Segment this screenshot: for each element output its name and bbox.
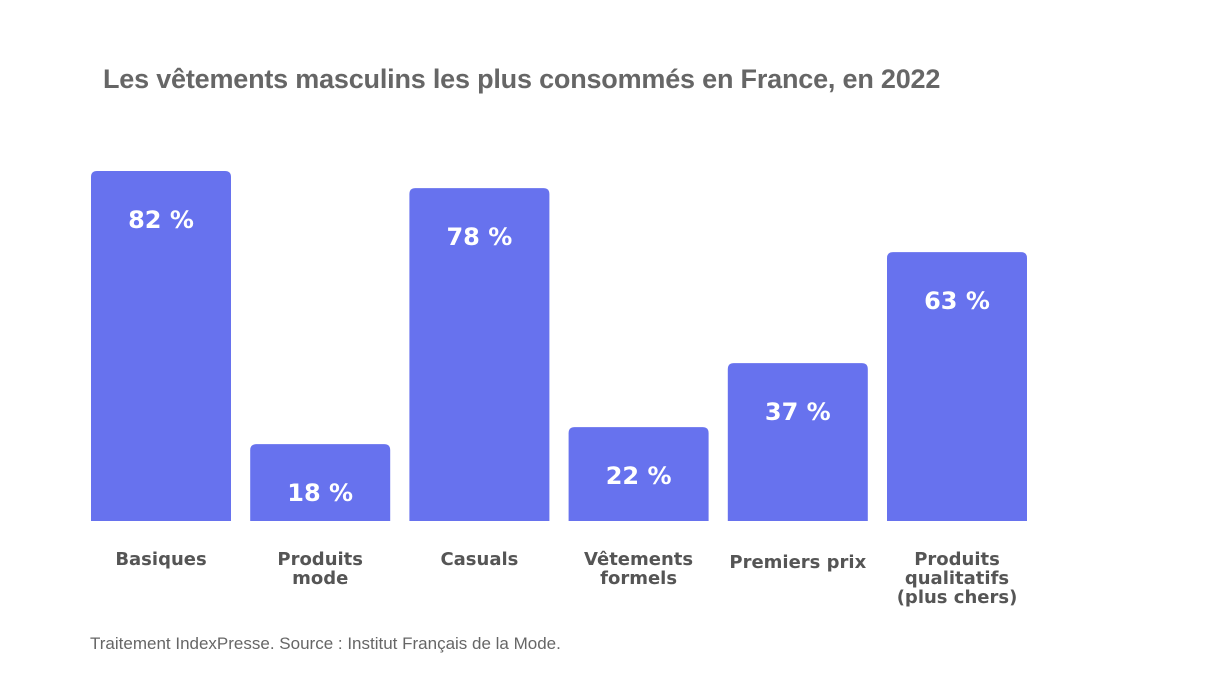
- bar-value-label-2: 78 %: [446, 223, 512, 251]
- bar-value-label-3: 22 %: [606, 462, 672, 490]
- category-label-4: Premiers prix: [729, 552, 866, 573]
- bar-value-label-5: 63 %: [924, 287, 990, 315]
- bar-5: [887, 252, 1027, 521]
- category-label-0: Basiques: [115, 549, 206, 570]
- category-label-2: Casuals: [440, 549, 518, 570]
- bar-value-label-0: 82 %: [128, 206, 194, 234]
- bar-value-label-4: 37 %: [765, 398, 831, 426]
- category-label-1: Produits mode: [277, 549, 363, 589]
- bar-0: [91, 171, 231, 521]
- bar-value-label-1: 18 %: [287, 479, 353, 507]
- bar-1: [250, 444, 391, 521]
- bar-3: [568, 427, 709, 521]
- chart-title: Les vêtements masculins les plus consomm…: [103, 64, 941, 94]
- bar-4: [727, 363, 868, 521]
- bar-2: [409, 188, 550, 521]
- source-note: Traitement IndexPresse. Source : Institu…: [90, 634, 561, 653]
- category-label-5: Produits qualitatifs (plus chers): [897, 549, 1018, 608]
- category-label-3: Vêtements formels: [584, 549, 693, 589]
